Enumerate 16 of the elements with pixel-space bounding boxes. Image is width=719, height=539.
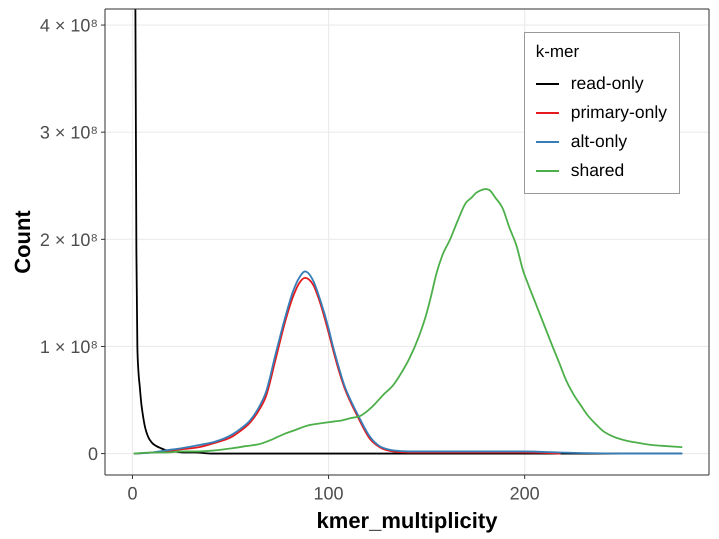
y-axis-title: Count	[10, 210, 35, 274]
y-tick-label: 1 × 10⁸	[40, 336, 98, 357]
legend-label: primary-only	[570, 102, 667, 123]
legend-title: k-mer	[536, 41, 580, 63]
y-tick-label: 2 × 10⁸	[40, 230, 98, 250]
legend-label: alt-only	[570, 131, 628, 152]
y-tick-label: 4 × 10⁸	[40, 16, 98, 36]
x-axis-title: kmer_multiplicity	[316, 508, 498, 533]
x-tick-label: 200	[510, 483, 540, 504]
x-tick-label: 0	[127, 483, 138, 504]
legend-label: shared	[570, 160, 624, 181]
x-tick-label: 100	[314, 483, 344, 504]
line-series	[134, 188, 682, 454]
y-tick-label: 3 × 10⁸	[40, 122, 98, 143]
legend-label: read-only	[570, 73, 644, 94]
y-tick-label: 0	[88, 444, 98, 464]
